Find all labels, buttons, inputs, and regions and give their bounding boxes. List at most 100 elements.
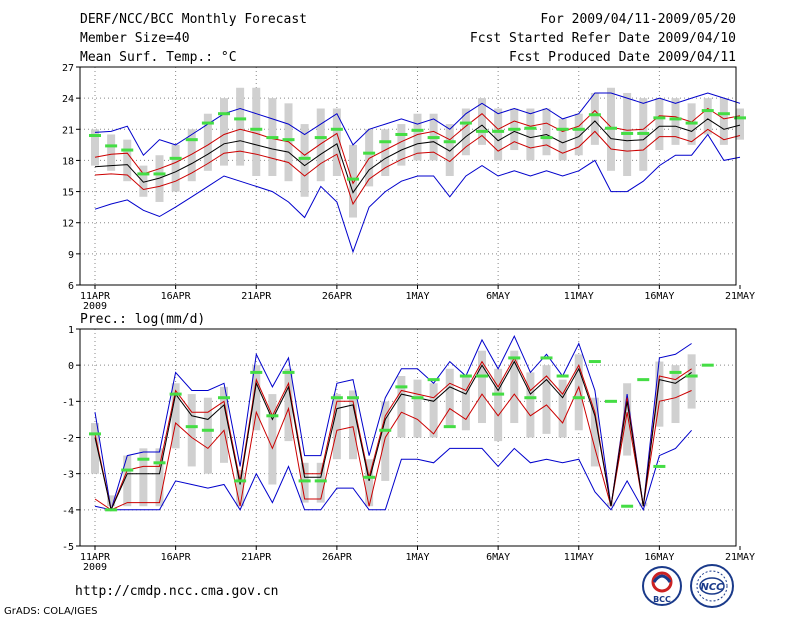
spread-box [316,108,325,182]
spread-box [703,98,712,135]
spread-box [413,379,422,438]
spread-box [252,365,261,431]
spread-box [107,495,116,507]
header-left-line1: DERF/NCC/BCC Monthly Forecast [80,12,307,27]
observed-marker [734,116,746,120]
spread-box [542,365,551,434]
observed-marker [556,127,569,131]
observed-marker [605,399,617,403]
series-line-max [94,335,692,510]
observed-marker [137,457,150,461]
spread-box [268,394,277,485]
spread-box [220,386,228,463]
spread-box [284,368,293,442]
observed-marker [266,414,279,418]
spread-box [574,113,583,156]
spread-box [236,470,245,507]
spread-box [365,459,374,507]
spread-box [381,401,390,481]
spread-box [381,129,390,176]
y-tick-label: 27 [62,63,74,74]
observed-marker [588,360,601,364]
observed-marker [105,508,118,512]
spread-box [478,98,486,145]
observed-marker [459,374,472,378]
spread-box [623,383,632,456]
observed-marker [669,117,682,121]
footer-url[interactable]: http://cmdp.ncc.cma.gov.cn [75,584,279,599]
observed-marker [556,374,569,378]
observed-marker [443,425,456,429]
observed-marker [201,428,214,432]
observed-marker [637,131,650,135]
spread-box [413,113,422,161]
series-line-lower [94,385,692,511]
y-tick-label: 9 [68,250,74,261]
observed-marker [476,374,488,378]
observed-marker [395,132,408,136]
spread-box [736,108,744,140]
series-line-upper [94,107,741,185]
observed-marker [347,396,359,400]
spread-box [397,124,406,166]
observed-marker [476,129,488,133]
observed-marker [153,172,166,176]
observed-marker [250,127,263,131]
x-tick-label: 21APR [241,552,272,563]
y-tick-label: 21 [62,125,74,136]
observed-marker [218,396,230,400]
y-tick-label: -5 [62,542,74,553]
x-tick-label: 6MAY [486,291,510,302]
spread-box [461,376,470,431]
header-right-line2: Fcst Started Refer Date 2009/04/10 [470,31,736,46]
spread-box [171,383,180,449]
observed-marker [653,116,666,120]
header-right-line1: For 2009/04/11-2009/05/20 [540,12,736,27]
bcc-logo-icon: BCC [642,566,682,606]
observed-marker [105,144,118,148]
observed-marker [588,113,601,117]
observed-marker [153,461,166,465]
spread-box [252,87,261,176]
observed-marker [572,396,585,400]
spread-box [220,98,228,166]
spread-box [397,376,406,438]
spread-box [187,129,196,182]
header-left-line2: Member Size=40 [80,31,190,46]
y-tick-label: 6 [68,281,74,292]
observed-marker [89,134,101,138]
observed-marker [411,128,424,132]
y-tick-label: 12 [62,219,74,230]
observed-marker [701,363,714,367]
observed-marker [411,396,424,400]
observed-marker [234,117,247,121]
observed-marker [347,177,359,181]
observed-marker [169,392,182,396]
observed-marker [621,131,634,135]
spread-box [526,372,535,438]
observed-marker [701,109,714,113]
observed-marker [524,126,537,130]
series-line-min [94,429,692,512]
header-right-line3: Fcst Produced Date 2009/04/11 [509,50,736,65]
spread-box [203,397,212,474]
series-line-upper [94,356,692,512]
spread-box [526,108,535,161]
spread-box [542,108,551,156]
x-tick-label: 11APR [80,552,111,563]
observed-marker [637,378,650,382]
observed-marker [201,121,214,125]
spread-box [203,113,212,171]
spread-box [445,124,454,176]
spread-box [494,108,503,161]
spread-box [171,144,180,192]
series-line-lower [94,128,741,206]
spread-box [574,354,583,431]
bcc-logo-text: BCC [653,595,671,604]
y-tick-label: -1 [62,397,74,408]
observed-marker [540,136,553,140]
y-tick-label: 24 [62,94,74,105]
observed-marker [250,370,263,374]
spread-box [349,390,357,460]
